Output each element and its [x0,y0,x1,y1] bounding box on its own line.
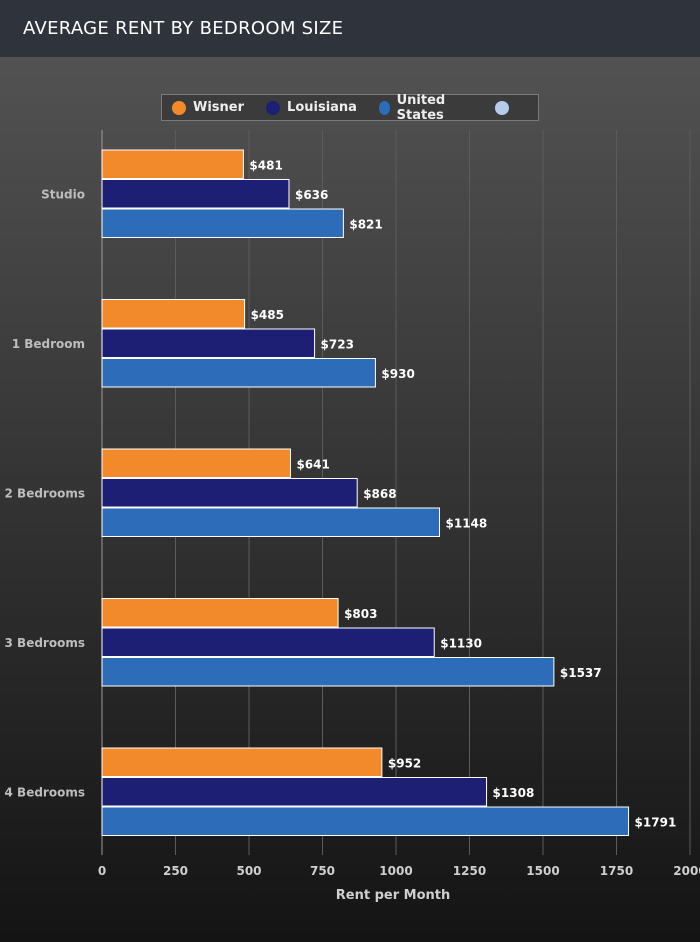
legend-label-united-states: United States [396,92,446,123]
legend-marker-louisiana [266,100,281,115]
category-label: 4 Bedrooms [5,785,85,799]
bar [101,328,316,358]
x-tick-label: 0 [98,864,106,878]
category-label: 3 Bedrooms [5,636,85,650]
bar-value-label: $1537 [560,666,602,680]
bar [101,478,358,508]
bar-value-label: $803 [344,607,377,621]
bar-value-label: $930 [381,367,414,381]
bar-value-label: $1308 [493,786,535,800]
chart-title: AVERAGE RENT BY BEDROOM SIZE [23,18,344,39]
bar [101,657,555,687]
bar-value-label: $1791 [635,815,677,829]
bar [101,208,344,238]
category-label: 1 Bedroom [12,337,85,351]
legend-item-extra[interactable] [495,100,516,115]
bar [101,149,244,179]
x-tick-label: 750 [310,864,335,878]
bar [101,299,246,329]
legend-label-wisner: Wisner [193,100,245,115]
category-label: 2 Bedrooms [5,486,85,500]
x-tick-label: 250 [163,864,188,878]
legend-item-louisiana[interactable]: Louisiana [266,100,357,115]
legend-marker-united-states [378,100,390,115]
bar [101,806,630,836]
bar-value-label: $821 [349,217,382,231]
chart-header: AVERAGE RENT BY BEDROOM SIZE [0,0,700,57]
x-tick-label: 500 [236,864,261,878]
x-tick-label: 1750 [600,864,633,878]
category-label: Studio [41,187,85,201]
bar [101,179,290,209]
bar [101,448,291,478]
legend: Wisner Louisiana United States [161,92,539,123]
bar [101,747,383,777]
legend-item-united-states[interactable]: United States [378,92,473,123]
x-tick-label: 2000 [673,864,700,878]
x-tick-label: 1500 [526,864,559,878]
bar [101,358,376,388]
bar [101,507,441,537]
bar-value-label: $641 [296,457,329,471]
bar [101,627,435,657]
x-tick-label: 1000 [379,864,412,878]
bar-value-label: $485 [251,308,284,322]
legend-marker-wisner [172,100,186,115]
bar-value-label: $1148 [446,516,488,530]
legend-item-wisner[interactable]: Wisner [172,100,244,115]
legend-marker-extra [495,100,509,115]
x-axis-title: Rent per Month [336,888,450,903]
bar-value-label: $481 [249,158,282,172]
x-tick-label: 1250 [453,864,486,878]
bar [101,598,339,628]
bar-value-label: $723 [321,337,354,351]
legend-label-louisiana: Louisiana [287,100,357,115]
bar-value-label: $868 [363,487,396,501]
bar-value-label: $636 [295,188,328,202]
bar [101,777,488,807]
bar-value-label: $1130 [440,636,482,650]
bar-value-label: $952 [388,756,421,770]
